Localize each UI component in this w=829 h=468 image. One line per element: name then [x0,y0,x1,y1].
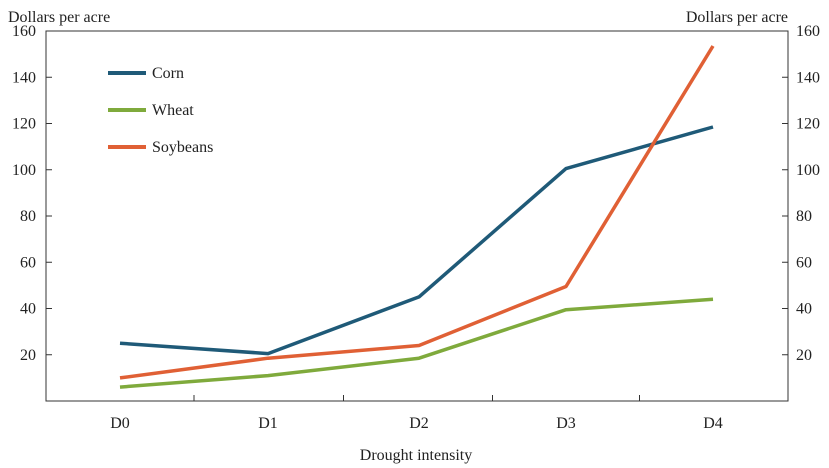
x-tick-label: D0 [110,415,130,432]
y-tick-label-right: 120 [796,116,820,133]
legend-label-wheat: Wheat [152,102,194,119]
x-tick-label: D1 [258,415,278,432]
x-tick-label: D4 [703,415,723,432]
y-tick-label-right: 140 [796,69,820,86]
y-axis-label-left: Dollars per acre [8,9,110,26]
x-axis-label: Drought intensity [360,447,472,464]
y-tick-label-left: 160 [12,23,36,40]
axes: 20 20 40 40 60 60 80 80 100 100 120 120 140 140 160 160… [12,23,820,432]
series-lines [119,45,715,389]
y-tick-label-left: 40 [20,301,36,318]
legend: Corn Wheat Soybeans [108,65,213,156]
y-tick-label-left: 20 [20,347,36,364]
y-tick-label-right: 20 [796,347,812,364]
y-tick-label-left: 140 [12,69,36,86]
x-tick-label: D2 [409,415,429,432]
y-tick-label-right: 40 [796,301,812,318]
y-tick-label-right: 100 [796,162,820,179]
y-tick-label-left: 100 [12,162,36,179]
series-line-corn [119,125,714,356]
y-tick-label-left: 80 [20,208,36,225]
x-tick-label: D3 [556,415,576,432]
legend-label-soybeans: Soybeans [152,139,213,156]
y-tick-label-right: 80 [796,208,812,225]
y-tick-label-right: 60 [796,254,812,271]
y-tick-label-left: 60 [20,254,36,271]
series-line-wheat [119,297,714,389]
y-tick-label-left: 120 [12,116,36,133]
series-line-soybeans [119,45,715,380]
legend-label-corn: Corn [152,65,184,82]
y-tick-label-right: 160 [796,23,820,40]
y-axis-label-right: Dollars per acre [686,9,788,26]
